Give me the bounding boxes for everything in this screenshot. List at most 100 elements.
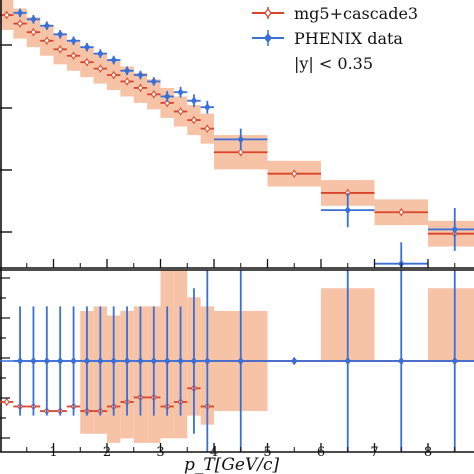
- ratio-phenix-point: [40, 306, 54, 416]
- main-mg5-marker: [150, 90, 157, 99]
- main-phenix-marker: [70, 36, 77, 45]
- x-tick-label: 6: [317, 445, 325, 460]
- main-mg5-marker: [137, 84, 144, 92]
- ratio-phenix-point: [53, 306, 67, 416]
- main-mg5-point: [147, 90, 161, 99]
- x-tick-label: 3: [156, 445, 164, 460]
- ratio-phenix-marker: [16, 357, 24, 365]
- ratio-phenix-point: [120, 306, 134, 416]
- main-mg5-marker: [190, 116, 198, 124]
- ratio-phenix-point: [160, 306, 174, 416]
- main-phenix-point: [66, 36, 81, 46]
- main-phenix-point: [187, 94, 201, 108]
- ratio-phenix-marker: [451, 357, 458, 365]
- main-mg5-point: [26, 28, 41, 37]
- ratio-phenix-marker: [123, 357, 131, 365]
- ratio-phenix-marker: [291, 357, 298, 365]
- ratio-phenix-point: [374, 270, 428, 452]
- main-mg5-marker: [43, 36, 50, 45]
- ratio-phenix-marker: [56, 357, 64, 365]
- ratio-phenix-point: [147, 306, 161, 416]
- main-mg5-marker: [3, 11, 10, 19]
- ratio-mg5-marker: [3, 398, 10, 406]
- ratio-phenix-point: [133, 306, 148, 416]
- main-phenix-point: [200, 100, 214, 114]
- main-phenix-point: [173, 86, 188, 98]
- legend-rapidity-label: |y| < 0.35: [294, 54, 373, 73]
- ratio-phenix-marker: [30, 357, 37, 365]
- main-mg5-point: [80, 58, 94, 67]
- main-phenix-marker: [190, 96, 198, 105]
- main-phenix-marker: [43, 21, 51, 30]
- ratio-phenix-point: [93, 306, 107, 416]
- ratio-phenix-point: [26, 306, 41, 416]
- x-tick-label: 8: [424, 445, 432, 460]
- main-mg5-point: [93, 64, 107, 73]
- main-phenix-point: [214, 128, 268, 151]
- main-mg5-marker: [83, 58, 91, 66]
- ratio-phenix-point: [267, 357, 321, 365]
- main-mg5-point: [40, 36, 54, 45]
- ratio-phenix-marker: [237, 357, 244, 365]
- main-phenix-marker: [451, 225, 458, 234]
- legend-mg5-marker: [264, 8, 272, 18]
- ratio-phenix-point: [80, 306, 94, 416]
- x-axis-label: p_T[GeV/c]: [184, 455, 280, 474]
- main-phenix-marker: [97, 49, 104, 58]
- main-mg5-point: [200, 124, 214, 133]
- main-phenix-point: [147, 77, 161, 86]
- main-mg5-marker: [398, 208, 405, 217]
- main-mg5-marker: [164, 99, 171, 107]
- main-phenix-marker: [177, 88, 184, 97]
- x-tick-label: 5: [263, 445, 271, 460]
- main-phenix-marker: [16, 8, 24, 17]
- main-phenix-marker: [30, 15, 37, 24]
- ratio-phenix-point: [428, 270, 474, 452]
- main-phenix-marker: [237, 135, 244, 144]
- ratio-phenix-marker: [190, 357, 198, 365]
- main-mg5-point: [173, 107, 188, 116]
- main-mg5-point: [120, 77, 134, 86]
- ratio-phenix-point: [107, 306, 121, 416]
- ratio-phenix-marker: [344, 357, 351, 365]
- main-panel: [0, 0, 474, 452]
- main-mg5-point: [66, 51, 81, 60]
- main-phenix-point: [26, 15, 41, 24]
- ratio-phenix-marker: [204, 357, 211, 365]
- main-phenix-marker: [56, 30, 64, 39]
- ratio-phenix-point: [200, 270, 214, 452]
- ratio-panel: 1 2 3 4 5 6 7 8: [0, 269, 474, 460]
- main-phenix-marker: [137, 71, 144, 80]
- ratio-mg5-band: [428, 288, 474, 361]
- x-tick-label: 4: [210, 445, 218, 460]
- ratio-phenix-point: [13, 306, 27, 416]
- main-mg5-marker: [16, 19, 24, 28]
- main-phenix-point: [133, 70, 148, 80]
- main-mg5-marker: [177, 107, 184, 116]
- legend: mg5+cascade3 PHENIX data |y| < 0.35: [252, 4, 418, 73]
- main-mg5-point: [267, 169, 321, 178]
- main-mg5-marker: [204, 124, 211, 133]
- main-mg5-point: [53, 45, 67, 54]
- main-mg5-marker: [123, 77, 131, 86]
- ratio-phenix-marker: [150, 357, 158, 365]
- main-mg5-marker: [237, 148, 244, 157]
- main-mg5-marker: [291, 169, 298, 178]
- main-mg5-point: [214, 148, 268, 157]
- main-phenix-point: [53, 30, 67, 39]
- ratio-phenix-point: [66, 306, 81, 416]
- ratio-phenix-marker: [398, 357, 405, 365]
- main-phenix-marker: [110, 56, 117, 65]
- main-phenix-point: [13, 8, 27, 18]
- ratio-phenix-marker: [177, 357, 184, 365]
- legend-phenix-label: PHENIX data: [294, 29, 403, 48]
- main-phenix-point: [120, 66, 134, 76]
- main-phenix-point: [160, 91, 174, 102]
- main-phenix-point: [93, 49, 107, 58]
- main-phenix-marker: [123, 66, 131, 75]
- main-mg5-point: [107, 71, 121, 80]
- x-tick-label: 2: [103, 445, 111, 460]
- main-mg5-marker: [97, 64, 104, 73]
- main-phenix-marker: [83, 43, 91, 52]
